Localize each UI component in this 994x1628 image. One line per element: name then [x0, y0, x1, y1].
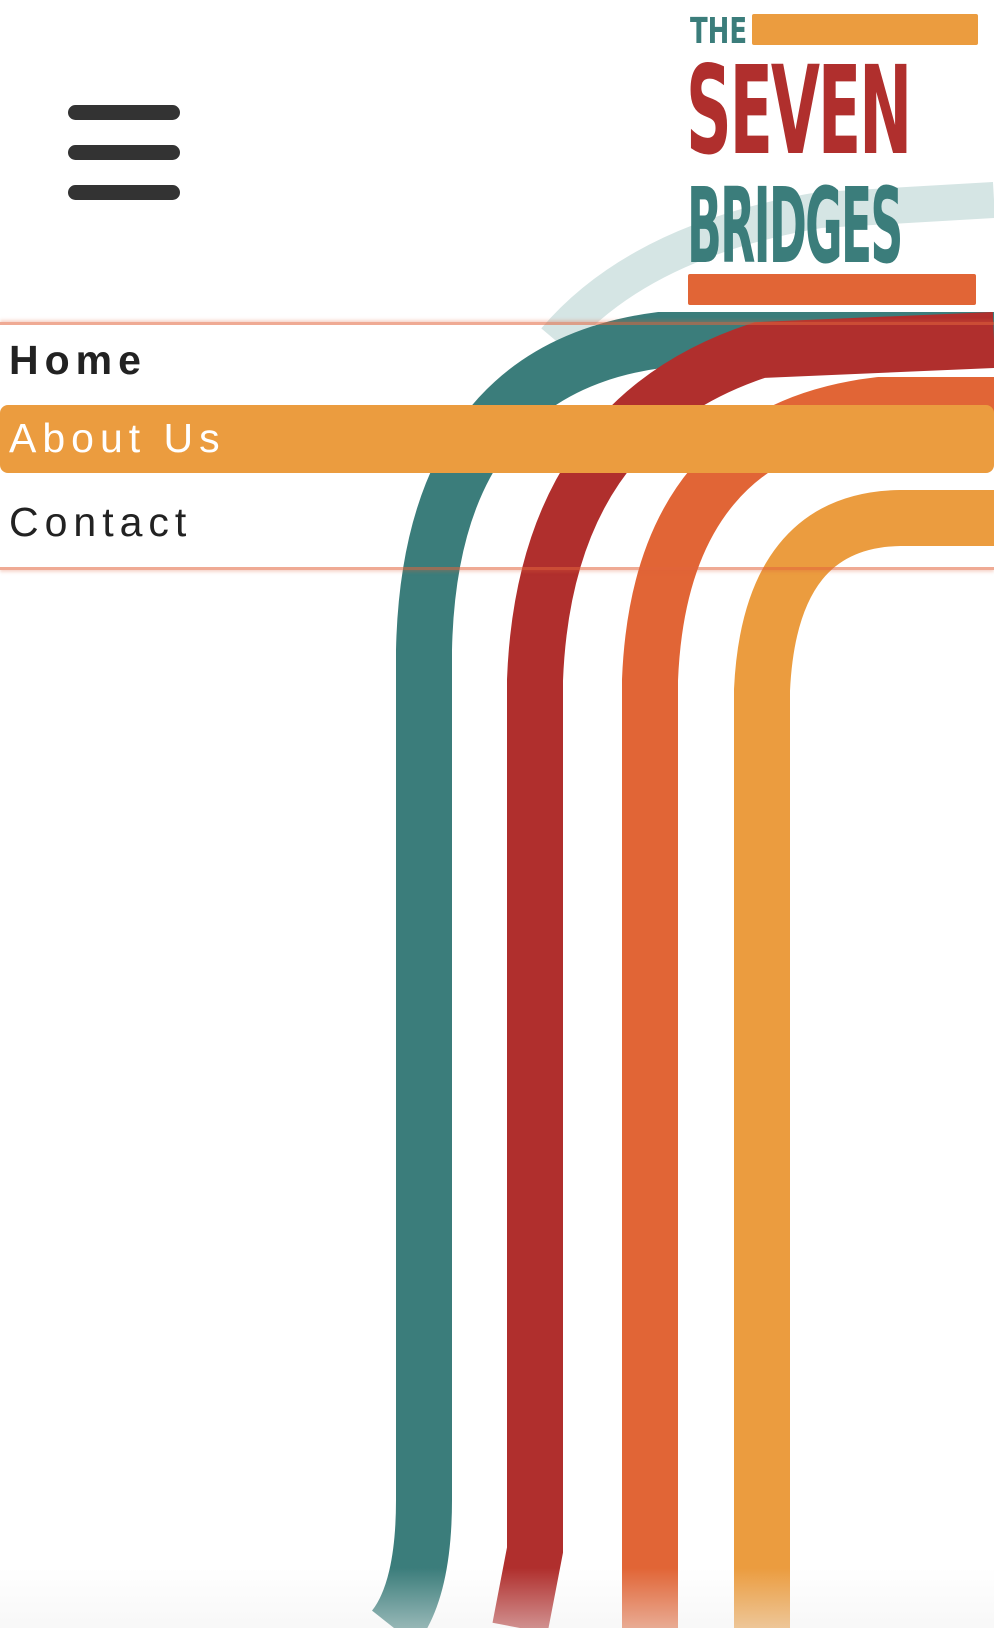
- site-header: THE SEVEN BRIDGES: [0, 0, 994, 320]
- nav-menu: Home About Us Contact: [0, 322, 994, 570]
- amber-stripe: [734, 490, 994, 1628]
- bottom-fade: [0, 1568, 994, 1628]
- logo-text-seven: SEVEN: [686, 40, 912, 182]
- orange-stripe: [622, 377, 994, 1628]
- logo-text-bridges: BRIDGES: [687, 165, 903, 287]
- seven-bridges-logo[interactable]: THE SEVEN BRIDGES: [686, 11, 980, 306]
- nav-item-about-us[interactable]: About Us: [0, 405, 994, 473]
- logo-top-bar: [752, 14, 978, 45]
- faint-teal-arc: [541, 182, 994, 352]
- hamburger-bar: [68, 105, 180, 120]
- logo-bottom-bar: [688, 274, 976, 305]
- hamburger-bar: [68, 185, 180, 200]
- hamburger-menu-icon[interactable]: [68, 105, 180, 203]
- nav-item-contact[interactable]: Contact: [9, 499, 193, 545]
- hamburger-bar: [68, 145, 180, 160]
- nav-item-home[interactable]: Home: [9, 337, 147, 383]
- red-stripe: [492, 312, 994, 1628]
- logo-text-the: THE: [690, 11, 748, 52]
